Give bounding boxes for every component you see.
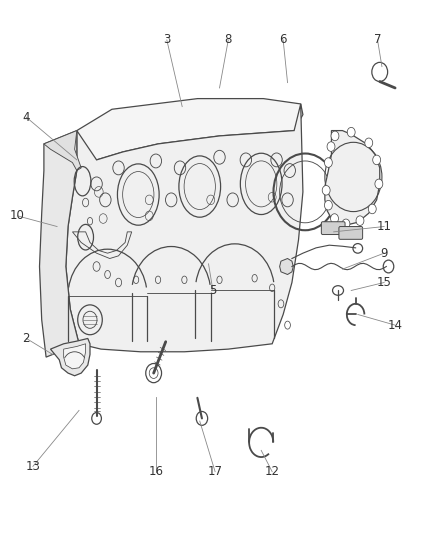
Text: 4: 4 [22,111,30,124]
Circle shape [321,185,329,195]
Text: 10: 10 [10,209,25,222]
Polygon shape [50,338,90,376]
Circle shape [372,155,380,165]
Polygon shape [324,131,379,225]
Circle shape [324,158,332,167]
Polygon shape [39,131,79,357]
Text: 17: 17 [207,465,222,478]
Polygon shape [64,344,85,369]
FancyBboxPatch shape [338,227,362,239]
Text: 9: 9 [379,247,387,260]
Polygon shape [66,104,302,352]
Text: 6: 6 [279,34,286,46]
Text: 11: 11 [376,220,391,233]
Text: 14: 14 [387,319,402,332]
Text: 3: 3 [163,34,170,46]
Text: 12: 12 [264,465,279,478]
Text: 2: 2 [22,332,30,345]
Polygon shape [279,259,293,274]
Text: 16: 16 [148,465,163,478]
FancyBboxPatch shape [321,222,344,235]
Circle shape [330,131,338,141]
Text: 13: 13 [25,460,40,473]
Circle shape [330,214,338,223]
Circle shape [364,138,372,148]
Circle shape [341,219,349,229]
Circle shape [346,127,354,137]
Circle shape [355,216,363,225]
Circle shape [326,142,334,151]
Text: 5: 5 [209,284,216,297]
Circle shape [374,179,382,189]
Polygon shape [74,99,302,168]
Text: 7: 7 [373,34,381,46]
Text: 15: 15 [376,276,391,289]
Text: 8: 8 [224,34,231,46]
Polygon shape [44,131,81,171]
Circle shape [367,204,375,214]
Circle shape [324,200,332,210]
